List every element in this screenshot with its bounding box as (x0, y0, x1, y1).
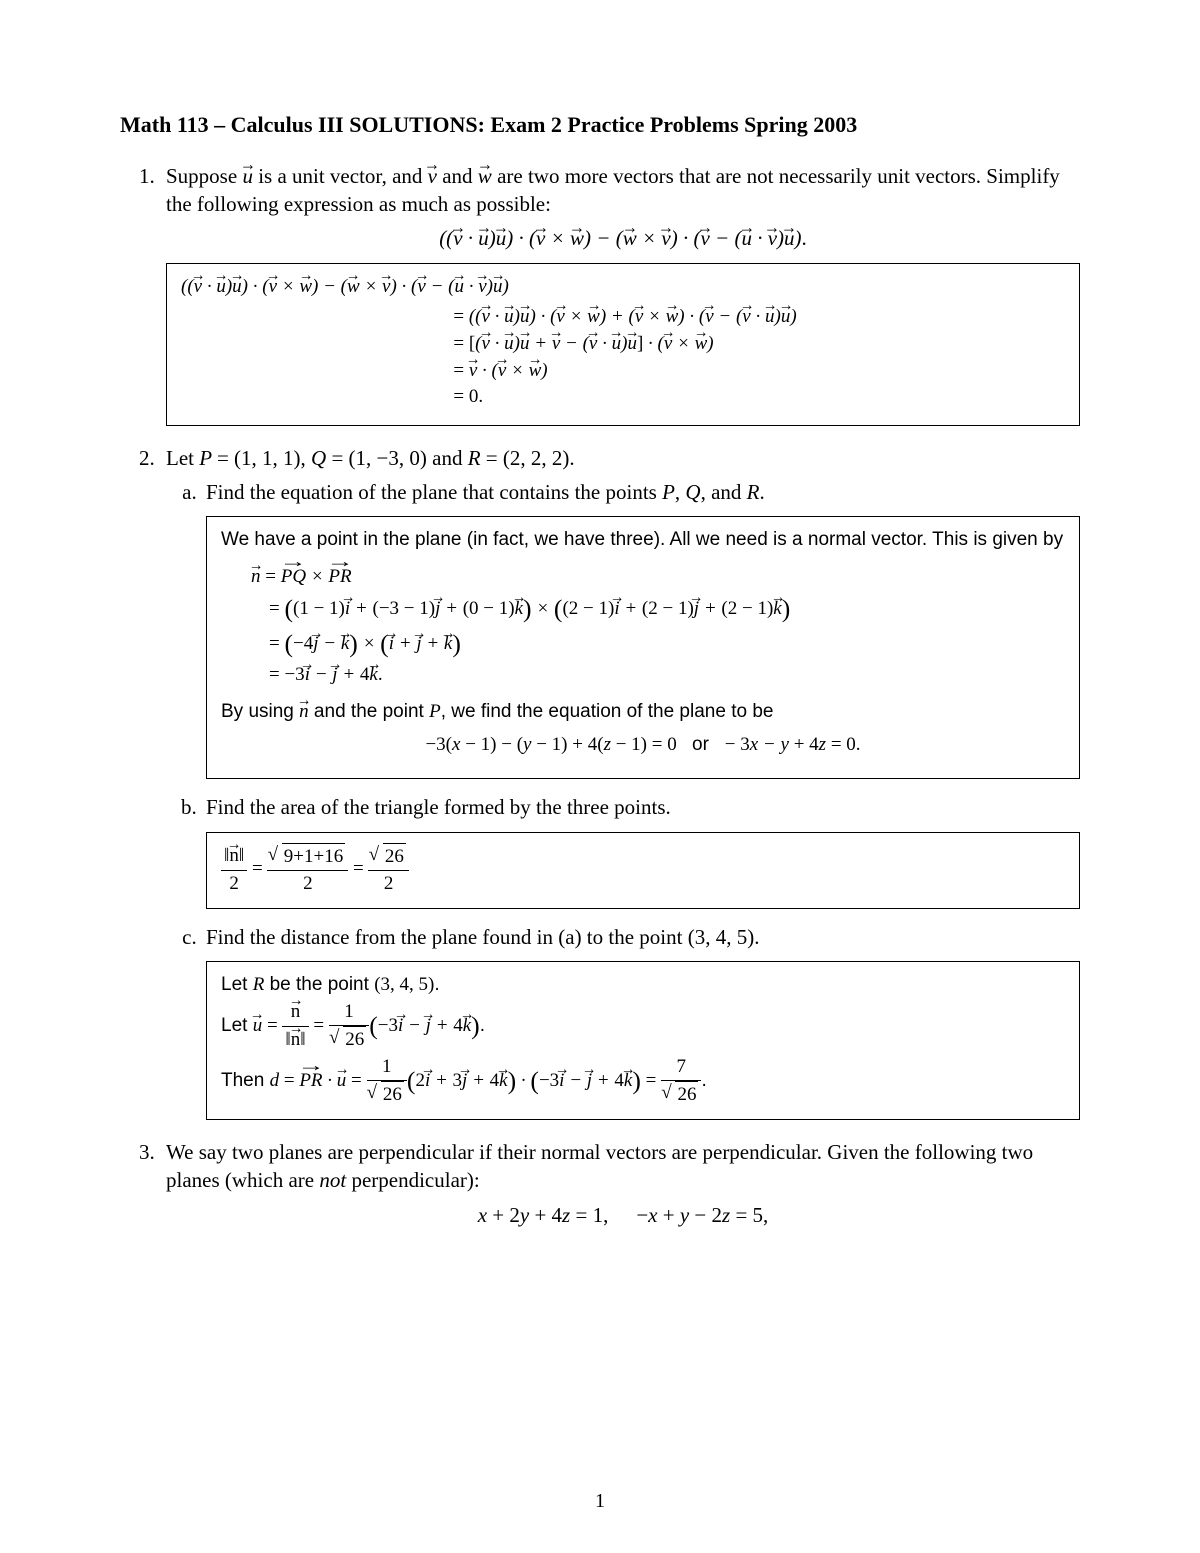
p2a-stem: Find the equation of the plane that cont… (206, 480, 765, 504)
page-title: Math 113 – Calculus III SOLUTIONS: Exam … (120, 110, 1080, 140)
problem-2: Let P = (1, 1, 1), Q = (1, −3, 0) and R … (160, 444, 1080, 1120)
p1-align: = ((v · u)u) · (v × w) + (v × w) · (v − … (449, 304, 796, 410)
p2-intro: Let P = (1, 1, 1), Q = (1, −3, 0) and R … (166, 446, 575, 470)
document-page: Math 113 – Calculus III SOLUTIONS: Exam … (0, 0, 1200, 1553)
p2a: Find the equation of the plane that cont… (202, 478, 1080, 779)
p2b-stem: Find the area of the triangle formed by … (206, 795, 671, 819)
p2a-solution-box: We have a point in the plane (in fact, w… (206, 516, 1080, 779)
p2c-line3: Then d = PR · u = 126(2i + 3j + 4k) · (−… (221, 1054, 1065, 1109)
p1-solution-box: ((v · u)u) · (v × w) − (w × v) · (v − (u… (166, 263, 1080, 426)
p2-subparts: Find the equation of the plane that cont… (166, 478, 1080, 1120)
page-number: 1 (595, 1488, 605, 1515)
p1-sol-line1: ((v · u)u) · (v × w) − (w × v) · (v − (u… (181, 274, 1065, 301)
p3-equations: x + 2y + 4z = 1,−x + y − 2z = 5, (166, 1201, 1080, 1229)
text: is a unit vector, and (253, 164, 428, 188)
p2c-solution-box: Let R be the point (3, 4, 5). Let u = n‖… (206, 961, 1080, 1120)
p2a-plane-eq: −3(x − 1) − (y − 1) + 4(z − 1) = 0 or − … (221, 732, 1065, 759)
problem-list: Suppose u is a unit vector, and v and w … (120, 162, 1080, 1229)
p2a-find-text: By using n and the point P, we find the … (221, 699, 1065, 726)
text: perpendicular): (346, 1168, 480, 1192)
problem-3: We say two planes are perpendicular if t… (160, 1138, 1080, 1229)
p2b: Find the area of the triangle formed by … (202, 793, 1080, 909)
p2b-solution-box: ‖n‖2 = 9+1+162 = 262 (206, 832, 1080, 909)
p1-stem: Suppose u is a unit vector, and v and w … (166, 164, 1060, 216)
p2c-stem: Find the distance from the plane found i… (206, 925, 759, 949)
p2c-line1: Let R be the point (3, 4, 5). (221, 972, 1065, 999)
p2a-align: n = PQ × PR = ((1 − 1)i + (−3 − 1)j + (0… (251, 562, 1065, 689)
p3-stem: We say two planes are perpendicular if t… (166, 1140, 1033, 1192)
p2c-line2: Let u = n‖n‖ = 126(−3i − j + 4k). (221, 999, 1065, 1054)
text: Suppose (166, 164, 242, 188)
problem-1: Suppose u is a unit vector, and v and w … (160, 162, 1080, 426)
p2a-sol-intro: We have a point in the plane (in fact, w… (221, 529, 1063, 550)
text-not: not (319, 1168, 346, 1192)
text: We say two planes are perpendicular if t… (166, 1140, 1033, 1192)
p2c: Find the distance from the plane found i… (202, 923, 1080, 1120)
text: and (437, 164, 478, 188)
p1-expression: ((v · u)u) · (v × w) − (w × v) · (v − (u… (166, 224, 1080, 252)
